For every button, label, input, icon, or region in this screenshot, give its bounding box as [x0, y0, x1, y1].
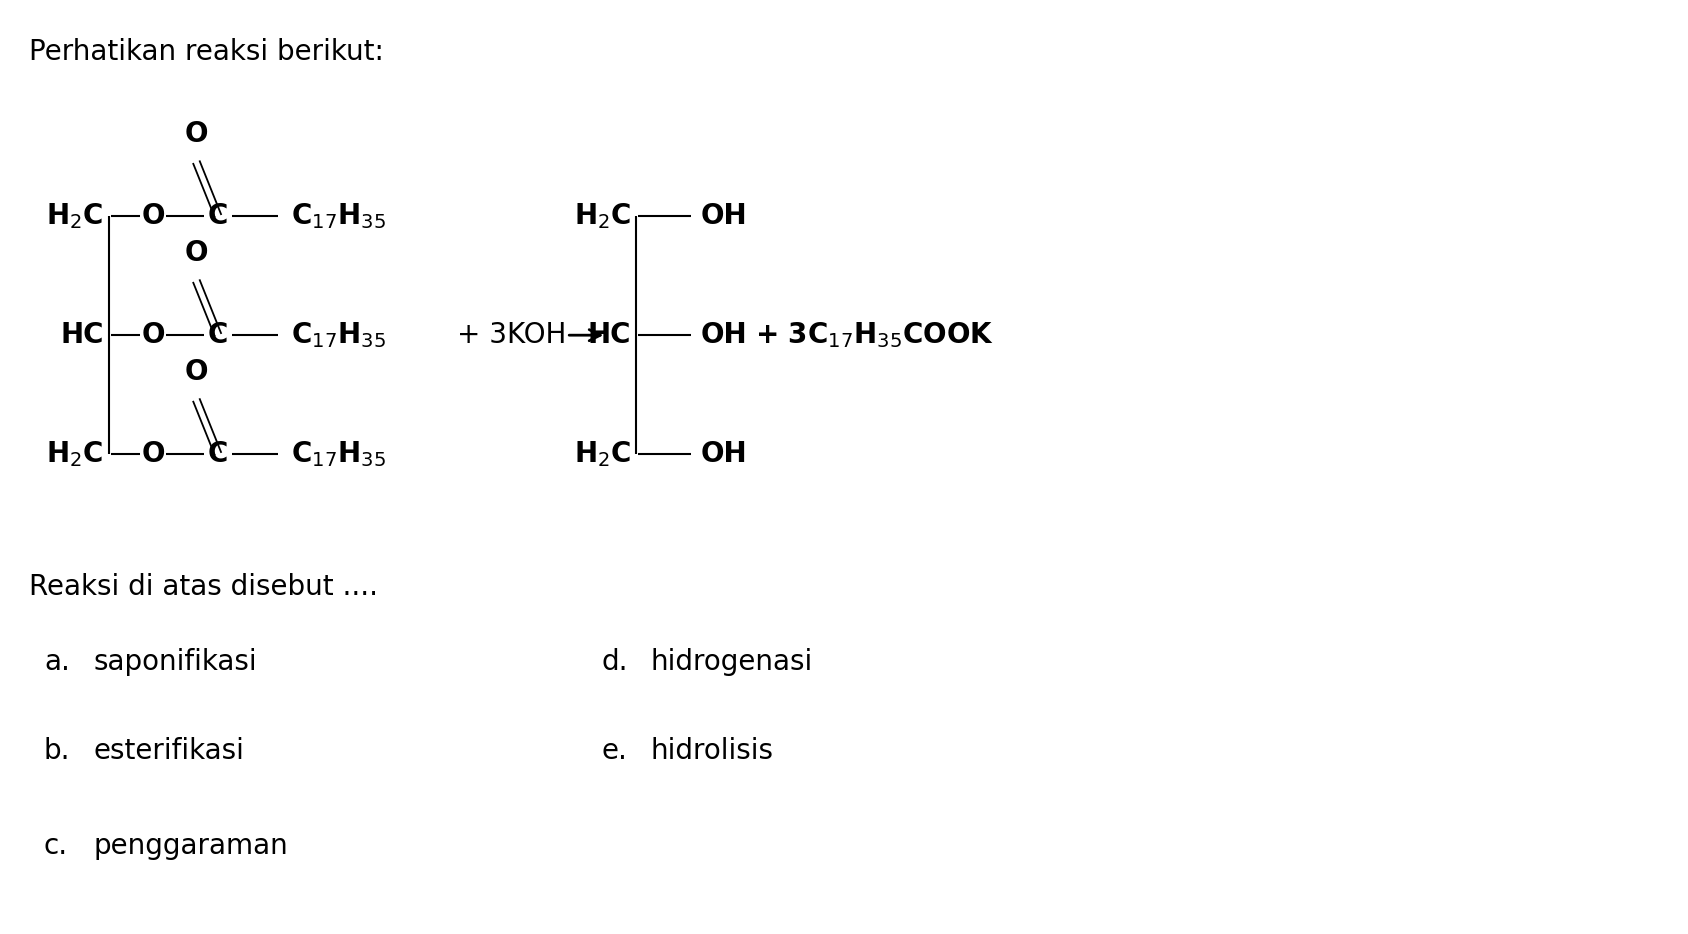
Text: penggaraman: penggaraman	[95, 831, 289, 859]
Text: saponifikasi: saponifikasi	[95, 648, 257, 676]
Text: e.: e.	[601, 738, 626, 766]
Text: c.: c.	[44, 831, 68, 859]
Text: O: O	[142, 203, 165, 231]
Text: O: O	[142, 440, 165, 468]
Text: b.: b.	[44, 738, 71, 766]
Text: OH: OH	[701, 321, 748, 349]
Text: C$_{17}$H$_{35}$: C$_{17}$H$_{35}$	[290, 202, 385, 231]
Text: esterifikasi: esterifikasi	[95, 738, 245, 766]
Text: OH: OH	[701, 203, 748, 231]
Text: C$_{17}$H$_{35}$: C$_{17}$H$_{35}$	[290, 439, 385, 469]
Text: hidrogenasi: hidrogenasi	[652, 648, 814, 676]
Text: hidrolisis: hidrolisis	[652, 738, 775, 766]
Text: Perhatikan reaksi berikut:: Perhatikan reaksi berikut:	[29, 38, 383, 66]
Text: H$_2$C: H$_2$C	[47, 439, 103, 469]
Text: d.: d.	[601, 648, 628, 676]
Text: + 3KOH: + 3KOH	[457, 321, 565, 349]
Text: O: O	[142, 321, 165, 349]
Text: H$_2$C: H$_2$C	[47, 202, 103, 231]
Text: C$_{17}$H$_{35}$: C$_{17}$H$_{35}$	[290, 320, 385, 350]
Text: H$_2$C: H$_2$C	[574, 439, 631, 469]
Text: + 3C$_{17}$H$_{35}$COOK: + 3C$_{17}$H$_{35}$COOK	[756, 320, 994, 350]
Text: O: O	[184, 120, 208, 148]
Text: a.: a.	[44, 648, 69, 676]
Text: C: C	[208, 440, 228, 468]
Text: O: O	[184, 358, 208, 386]
Text: HC: HC	[61, 321, 103, 349]
Text: OH: OH	[701, 440, 748, 468]
Text: HC: HC	[587, 321, 631, 349]
Text: Reaksi di atas disebut ....: Reaksi di atas disebut ....	[29, 573, 378, 601]
Text: O: O	[184, 239, 208, 267]
Text: C: C	[208, 321, 228, 349]
Text: C: C	[208, 203, 228, 231]
Text: H$_2$C: H$_2$C	[574, 202, 631, 231]
